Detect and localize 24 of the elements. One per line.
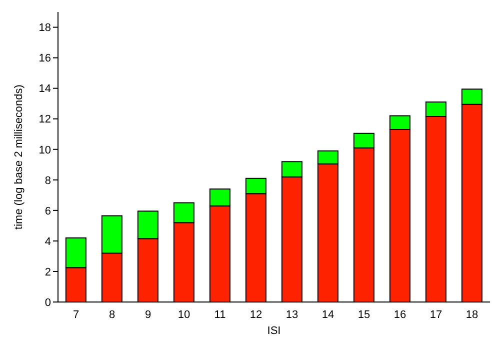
x-tick-label: 15 [358, 308, 370, 321]
x-tick-label: 18 [466, 308, 478, 321]
x-tick-label: 14 [322, 308, 334, 321]
y-tick-label: 12 [38, 114, 51, 126]
y-tick-label: 0 [44, 296, 51, 309]
x-tick-label: 13 [286, 308, 298, 321]
x-tick-label: 12 [250, 308, 262, 321]
y-tick-label: 6 [44, 205, 51, 218]
y-tick-label: 8 [44, 174, 51, 187]
x-tick-label: 11 [214, 308, 226, 321]
y-tick-label: 16 [38, 52, 51, 65]
y-tick-label: 14 [38, 83, 51, 96]
y-tick-label: 2 [44, 266, 51, 278]
y-tick-label: 4 [44, 236, 51, 248]
x-tick-label: 10 [178, 308, 190, 321]
x-tick-label: 8 [108, 308, 116, 321]
x-tick-label: 17 [430, 308, 442, 321]
x-tick-label: 9 [144, 308, 152, 321]
x-tick-label: 16 [394, 308, 406, 321]
y-axis-title: time (log base 2 milliseconds) [12, 84, 25, 230]
y-tick-label: 10 [38, 144, 51, 156]
x-tick-label: 7 [72, 308, 80, 321]
y-tick-label: 18 [38, 22, 51, 34]
x-axis-title: ISI [267, 325, 281, 337]
